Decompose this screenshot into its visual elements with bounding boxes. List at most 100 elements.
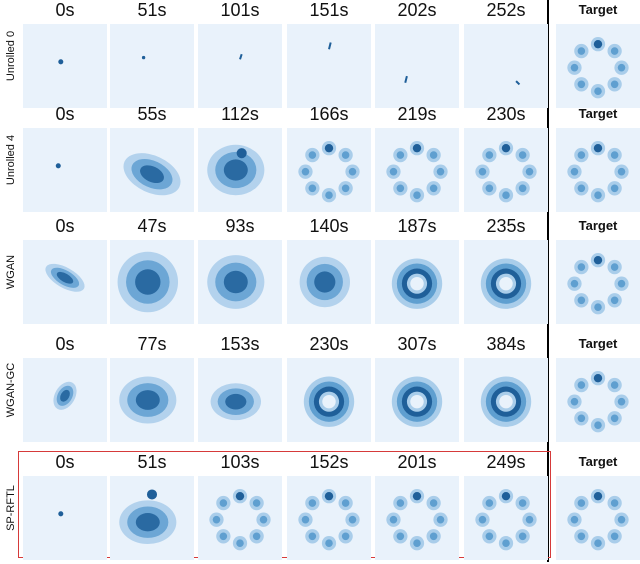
density-mode bbox=[525, 167, 534, 176]
density-plot bbox=[375, 240, 459, 324]
snapshot-panel: 47s bbox=[110, 216, 194, 326]
density-plot bbox=[198, 128, 282, 212]
density-mode bbox=[593, 255, 603, 265]
density-mode bbox=[429, 532, 438, 541]
snapshot-panel: 252s bbox=[464, 0, 548, 110]
snapshot-panel: 187s bbox=[375, 216, 459, 326]
density-plot bbox=[375, 358, 459, 442]
target-title: Target bbox=[578, 336, 618, 351]
density-mode bbox=[518, 151, 527, 159]
density-mode bbox=[235, 491, 245, 501]
density-mode bbox=[593, 373, 603, 383]
time-label: 112s bbox=[221, 104, 259, 124]
target-panel: Target bbox=[556, 0, 640, 110]
target-panel: Target bbox=[556, 334, 640, 444]
density-mode bbox=[308, 499, 317, 507]
snapshot-panel: 0s bbox=[23, 334, 107, 444]
density-mode bbox=[610, 263, 619, 271]
density-plot bbox=[198, 358, 282, 442]
density-mode bbox=[594, 303, 602, 311]
density-mode bbox=[577, 263, 586, 271]
density-mode bbox=[141, 55, 146, 60]
density-mode bbox=[348, 167, 357, 176]
time-label: 230s bbox=[309, 334, 349, 354]
density-plot bbox=[110, 358, 194, 442]
time-label: 55s bbox=[137, 104, 167, 124]
density-mode bbox=[525, 515, 534, 524]
target-title: Target bbox=[578, 2, 618, 17]
density-blob bbox=[135, 269, 161, 295]
density-mode bbox=[413, 539, 421, 547]
density-plot bbox=[110, 476, 194, 560]
snapshot-panel: 112s bbox=[198, 104, 282, 214]
snapshot-panel: 103s bbox=[198, 452, 282, 562]
time-label: 152s bbox=[309, 452, 349, 472]
density-mode bbox=[570, 515, 579, 524]
density-plot bbox=[464, 358, 548, 442]
density-plot bbox=[23, 128, 107, 212]
density-plot bbox=[556, 128, 640, 212]
density-mode bbox=[219, 532, 228, 541]
panel-background bbox=[23, 24, 107, 108]
density-mode bbox=[324, 143, 334, 153]
target-title: Target bbox=[578, 454, 618, 469]
density-blob bbox=[140, 165, 164, 184]
density-mode bbox=[610, 499, 619, 507]
snapshot-panel: 249s bbox=[464, 452, 548, 562]
density-mode bbox=[570, 167, 579, 176]
density-mode bbox=[610, 47, 619, 55]
density-mode bbox=[308, 184, 317, 193]
time-label: 235s bbox=[486, 216, 526, 236]
target-panel: Target bbox=[556, 216, 640, 326]
density-plot bbox=[287, 240, 371, 324]
snapshot-panel: 235s bbox=[464, 216, 548, 326]
target-title: Target bbox=[578, 218, 618, 233]
density-blob bbox=[56, 271, 74, 284]
density-mode bbox=[236, 148, 247, 159]
density-blob bbox=[60, 389, 70, 402]
snapshot-panel: 101s bbox=[198, 0, 282, 110]
time-label: 140s bbox=[309, 216, 349, 236]
sample-mark bbox=[515, 80, 521, 86]
method-row: WGAN 0s 47s 93s 140s 187s 235s Target bbox=[0, 216, 640, 328]
density-mode bbox=[478, 515, 487, 524]
density-mode bbox=[308, 151, 317, 159]
method-row: Unrolled 4 0s 55s 112s 166s 219s 230s Target bbox=[0, 104, 640, 216]
row-label: Unrolled 4 bbox=[0, 104, 22, 216]
time-label: 0s bbox=[55, 104, 75, 124]
density-mode bbox=[301, 515, 310, 524]
sample-mark bbox=[404, 75, 408, 84]
snapshot-panel: 152s bbox=[287, 452, 371, 562]
density-mode bbox=[518, 184, 527, 193]
panel-background bbox=[464, 24, 548, 108]
snapshot-panel: 51s bbox=[110, 0, 194, 110]
density-mode bbox=[146, 489, 158, 500]
density-mode bbox=[308, 532, 317, 541]
snapshot-panel: 0s bbox=[23, 0, 107, 110]
density-mode bbox=[501, 143, 511, 153]
density-mode bbox=[577, 499, 586, 507]
time-label: 77s bbox=[137, 334, 167, 354]
density-mode bbox=[593, 491, 603, 501]
row-label-text: Unrolled 4 bbox=[5, 134, 17, 186]
snapshot-panel: 93s bbox=[198, 216, 282, 326]
time-label: 0s bbox=[55, 0, 75, 20]
density-mode bbox=[501, 491, 511, 501]
density-mode bbox=[610, 532, 619, 541]
snapshot-panel: 55s bbox=[110, 104, 194, 214]
density-mode bbox=[617, 279, 626, 288]
density-mode bbox=[610, 381, 619, 389]
density-mode bbox=[570, 63, 579, 72]
density-mode bbox=[518, 532, 527, 541]
density-mode bbox=[436, 515, 445, 524]
density-mode bbox=[485, 532, 494, 541]
density-mode bbox=[412, 143, 422, 153]
row-label: SP-RFTL bbox=[0, 452, 22, 564]
row-label-text: Unrolled 0 bbox=[5, 30, 17, 82]
density-mode bbox=[55, 163, 61, 169]
time-label: 47s bbox=[137, 216, 167, 236]
density-mode bbox=[341, 532, 350, 541]
density-mode bbox=[429, 151, 438, 159]
density-mode bbox=[577, 47, 586, 55]
time-label: 249s bbox=[486, 452, 526, 472]
